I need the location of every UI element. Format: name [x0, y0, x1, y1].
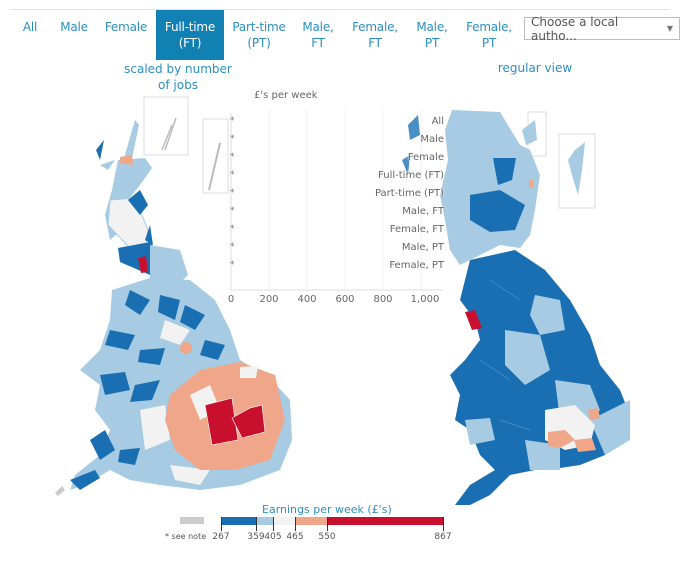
chart-row: * Part-time (PT) [228, 188, 448, 202]
inset-islands [161, 117, 177, 151]
legend-tick [327, 517, 328, 531]
local-authority-select[interactable]: Choose a local autho... ▼ [524, 14, 680, 43]
bar-value: * [230, 206, 235, 216]
select-value: Choose a local autho... [531, 14, 619, 43]
tab-male-ft[interactable]: Male, FT [294, 10, 342, 60]
tab-full-time[interactable]: Full-time (FT) [156, 10, 224, 60]
tab-label: FT [311, 36, 325, 50]
tab-all[interactable]: All [8, 10, 52, 60]
tab-label: (PT) [247, 36, 271, 50]
chart-row: * Female, FT [228, 224, 448, 238]
tab-female-pt[interactable]: Female, PT [456, 10, 522, 60]
chart-row: * Male, FT [228, 206, 448, 220]
legend-tick [256, 517, 257, 531]
legend-break: 465 [286, 532, 304, 542]
x-tick: 0 [227, 294, 235, 305]
bar-label: Male, PT [401, 242, 444, 253]
tab-label: All [22, 20, 38, 34]
chart-row: * Female, PT [228, 260, 448, 274]
legend-tick [273, 517, 274, 531]
bar-label: Male [420, 134, 444, 145]
left-map-label: scaled by number of jobs [118, 61, 238, 93]
tab-female-ft[interactable]: Female, FT [342, 10, 408, 60]
bar-label: Male, FT [402, 206, 444, 217]
chart-row: * Male, PT [228, 242, 448, 256]
inset-islands [208, 142, 221, 191]
legend-break: 405 [264, 532, 282, 542]
legend-band-1 [221, 517, 256, 525]
legend-break: 267 [212, 532, 230, 542]
tab-label: PT [481, 36, 497, 50]
chevron-down-icon: ▼ [666, 24, 673, 33]
tab-label: FT [368, 36, 382, 50]
bar-value: * [230, 188, 235, 198]
left-map-label-line2: of jobs [158, 78, 198, 92]
tab-label: Full-time [164, 20, 216, 34]
tab-label: Female, [352, 20, 398, 34]
bar-value: * [230, 260, 235, 270]
tab-label: Part-time [232, 20, 286, 34]
inset-box [143, 96, 189, 156]
inset-box [202, 118, 229, 194]
legend-tick [221, 517, 222, 531]
tab-label: (FT) [178, 36, 202, 50]
tab-label: Female, [466, 20, 512, 34]
legend-title: Earnings per week (£'s) [262, 503, 392, 516]
chart-axis-title: £'s per week [254, 90, 318, 101]
x-tick: 800 [373, 294, 393, 305]
tab-male[interactable]: Male [52, 10, 96, 60]
top-divider [10, 9, 670, 10]
legend-band-3 [273, 517, 295, 525]
bar-value: * [230, 170, 235, 180]
bar-label: Female, FT [389, 224, 444, 235]
no-data-swatch [180, 517, 204, 524]
x-tick: 400 [297, 294, 317, 305]
x-tick: 200 [259, 294, 279, 305]
left-map-label-line1: scaled by number [124, 62, 232, 76]
legend-tick [295, 517, 296, 531]
right-map-label: regular view [497, 61, 573, 75]
legend-tick [443, 517, 444, 531]
bar-label: Part-time (PT) [374, 188, 444, 199]
bar-value: * [230, 134, 235, 144]
bar-label: Female, PT [389, 260, 444, 271]
bar-label: Female [407, 152, 444, 163]
chart-grid [230, 110, 443, 291]
earnings-bar-chart: £'s per week * All * Male * Female * Full-ti… [228, 90, 448, 312]
legend-break: 867 [434, 532, 452, 542]
tab-female[interactable]: Female [96, 10, 156, 60]
legend-band-4 [295, 517, 327, 525]
legend-band-5 [327, 517, 443, 525]
tab-label: Male, [416, 20, 448, 34]
tab-label: PT [424, 36, 440, 50]
chart-row: * All [228, 116, 448, 130]
see-note-label: * see note [165, 532, 207, 541]
chart-row: * Female [228, 152, 448, 166]
tab-label: Male, [302, 20, 334, 34]
category-tabs: All Male Female Full-time (FT) Part-time (… [8, 10, 522, 60]
tab-label: Female [104, 20, 148, 34]
tab-label: Male [60, 20, 88, 34]
x-tick: 1,000 [410, 294, 440, 305]
tab-male-pt[interactable]: Male, PT [408, 10, 456, 60]
chart-row: * Full-time (FT) [228, 170, 448, 184]
bar-value: * [230, 242, 235, 252]
legend-band-2 [256, 517, 273, 525]
legend-break: 550 [318, 532, 336, 542]
bar-label: Full-time (FT) [378, 170, 444, 181]
bar-value: * [230, 116, 235, 126]
cartogram-map[interactable] [55, 96, 292, 496]
bar-value: * [230, 224, 235, 234]
inset-box [558, 133, 596, 209]
tab-part-time[interactable]: Part-time (PT) [224, 10, 294, 60]
legend-break: 359 [247, 532, 265, 542]
regular-map[interactable] [402, 110, 630, 505]
x-tick: 600 [335, 294, 355, 305]
chart-row: * Male [228, 134, 448, 148]
bar-label: All [431, 116, 444, 127]
bar-value: * [230, 152, 235, 162]
